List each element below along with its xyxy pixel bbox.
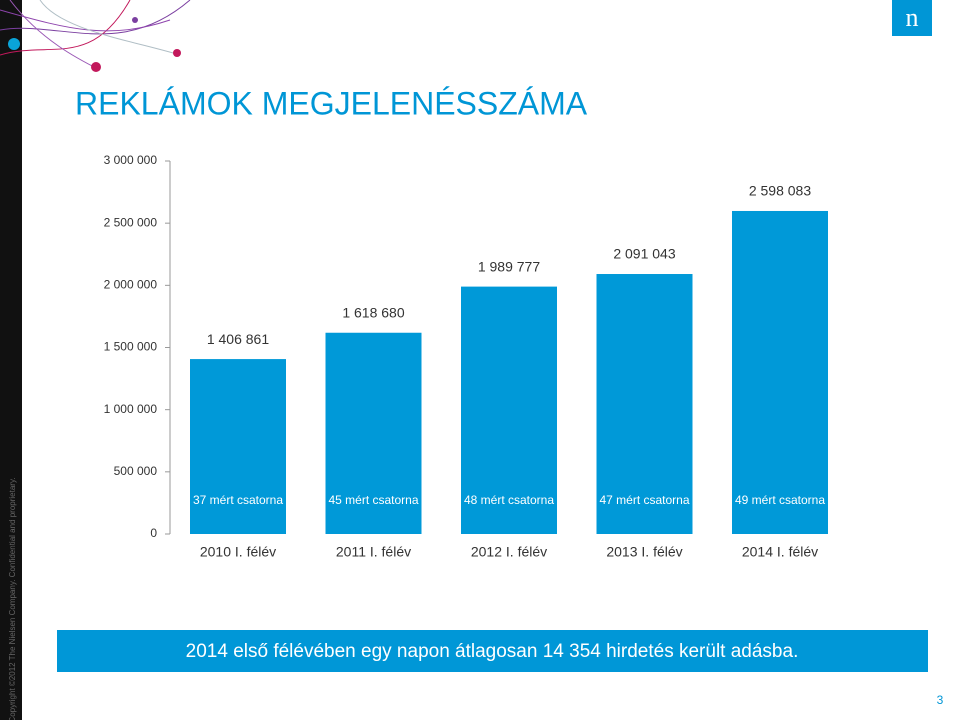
bar — [732, 210, 828, 534]
y-tick-label: 1 000 000 — [104, 402, 158, 416]
summary: 2014 első félévében egy napon átlagosan … — [186, 641, 799, 662]
x-tick-label: 2011 I. félév — [336, 544, 411, 560]
value-label: 2 598 083 — [749, 183, 811, 199]
y-tick-label: 2 000 000 — [104, 278, 158, 292]
logo-box — [892, 0, 932, 36]
bar — [325, 332, 422, 534]
bar-note: 37 mért csatorna — [192, 493, 284, 507]
logo: n — [906, 3, 919, 32]
side-strip — [0, 0, 22, 720]
y-tick-label: 3 000 000 — [104, 153, 158, 167]
y-tick-label: 1 500 000 — [104, 340, 158, 354]
value-label: 1 406 861 — [207, 331, 269, 347]
x-tick-label: 2014 I. félév — [742, 544, 818, 560]
bar — [190, 359, 286, 534]
y-tick-label: 0 — [150, 526, 157, 540]
copyright: Copyright ©2012 The Nielsen Company. Con… — [8, 477, 17, 720]
value-label: 2 091 043 — [613, 246, 675, 262]
x-tick-label: 2010 I. félév — [200, 544, 276, 560]
y-tick-label: 500 000 — [114, 464, 158, 478]
summary-box — [57, 630, 928, 672]
title: REKLÁMOK MEGJELENÉSSZÁMA — [75, 85, 588, 121]
value-label: 1 618 680 — [342, 304, 404, 320]
x-tick-label: 2013 I. félév — [606, 544, 682, 560]
bar-note: 45 mért csatorna — [328, 493, 419, 507]
y-tick-label: 2 500 000 — [104, 215, 158, 229]
x-tick-label: 2012 I. félév — [471, 544, 547, 560]
page-number: 3 — [937, 693, 944, 707]
decoration — [0, 0, 191, 72]
bar-note: 47 mért csatorna — [599, 493, 690, 507]
bar-note: 48 mért csatorna — [463, 493, 555, 507]
value-label: 1 989 777 — [478, 258, 540, 274]
bar — [596, 274, 693, 534]
bar-note: 49 mért csatorna — [734, 493, 826, 507]
bar — [461, 286, 557, 534]
